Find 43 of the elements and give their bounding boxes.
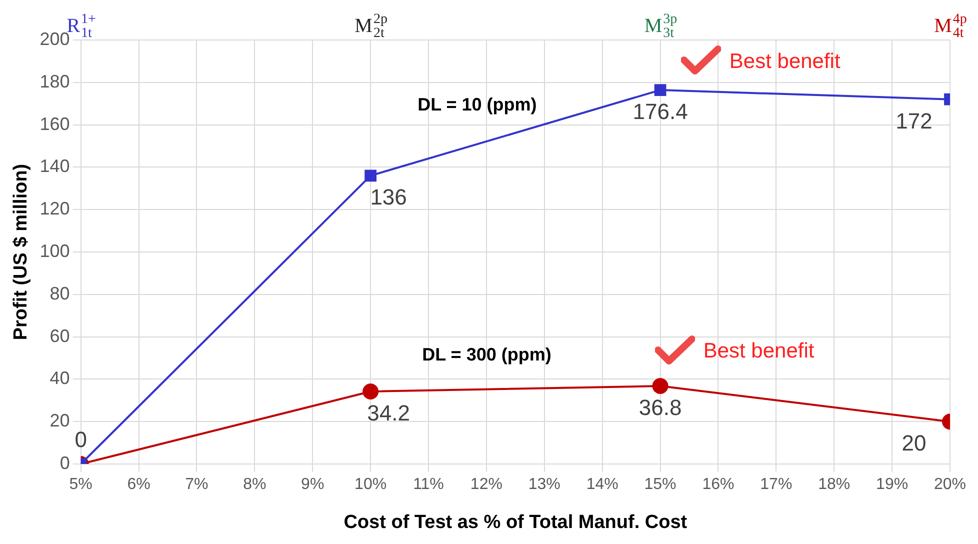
x-axis-title: Cost of Test as % of Total Manuf. Cost xyxy=(344,512,688,533)
data-label: 136 xyxy=(370,184,407,210)
annotation: DL = 10 (ppm) xyxy=(418,94,537,114)
point xyxy=(652,378,668,394)
point xyxy=(364,170,377,182)
y-tick-label: 40 xyxy=(50,368,70,388)
annotation: Best benefit xyxy=(703,339,814,362)
x-tick-label: 18% xyxy=(818,476,850,494)
data-label: 36.8 xyxy=(638,395,682,420)
y-tick-label: 120 xyxy=(40,198,70,219)
y-tick-label: 0 xyxy=(60,452,70,473)
x-tick-label: 14% xyxy=(586,476,618,494)
data-label: 34.2 xyxy=(367,400,410,426)
x-tick-label: 11% xyxy=(413,476,444,494)
x-tick-label: 17% xyxy=(760,476,792,494)
x-tick-label: 12% xyxy=(470,476,502,494)
x-tick-label: 13% xyxy=(528,476,560,494)
x-tick-label: 9% xyxy=(301,476,324,494)
x-tick-label: 5% xyxy=(69,476,92,494)
point xyxy=(654,84,666,96)
y-tick-label: 140 xyxy=(40,156,70,176)
y-tick-label: 80 xyxy=(50,283,70,304)
point xyxy=(362,383,379,400)
x-tick-label: 6% xyxy=(127,476,150,494)
x-tick-label: 8% xyxy=(243,476,266,494)
y-tick-label: 60 xyxy=(50,326,70,346)
y-tick-label: 20 xyxy=(50,410,70,431)
data-label: 176.4 xyxy=(632,99,688,124)
x-tick-label: 19% xyxy=(876,476,908,494)
y-tick-label: 160 xyxy=(40,114,70,134)
y-tick-label: 100 xyxy=(40,240,70,261)
x-tick-label: 16% xyxy=(702,476,734,494)
x-tick-label: 10% xyxy=(354,476,387,494)
data-label: 172 xyxy=(896,108,932,134)
x-tick-label: 15% xyxy=(644,476,676,494)
data-label: 0 xyxy=(74,427,87,452)
data-label: 20 xyxy=(902,430,926,456)
annotation: DL = 300 (ppm) xyxy=(422,344,552,364)
x-tick-label: 7% xyxy=(185,476,208,494)
y-axis-title: Profit (US $ million) xyxy=(10,164,32,340)
annotation: Best benefit xyxy=(729,50,840,73)
x-tick-label: 20% xyxy=(934,476,966,494)
y-tick-label: 180 xyxy=(40,71,70,92)
